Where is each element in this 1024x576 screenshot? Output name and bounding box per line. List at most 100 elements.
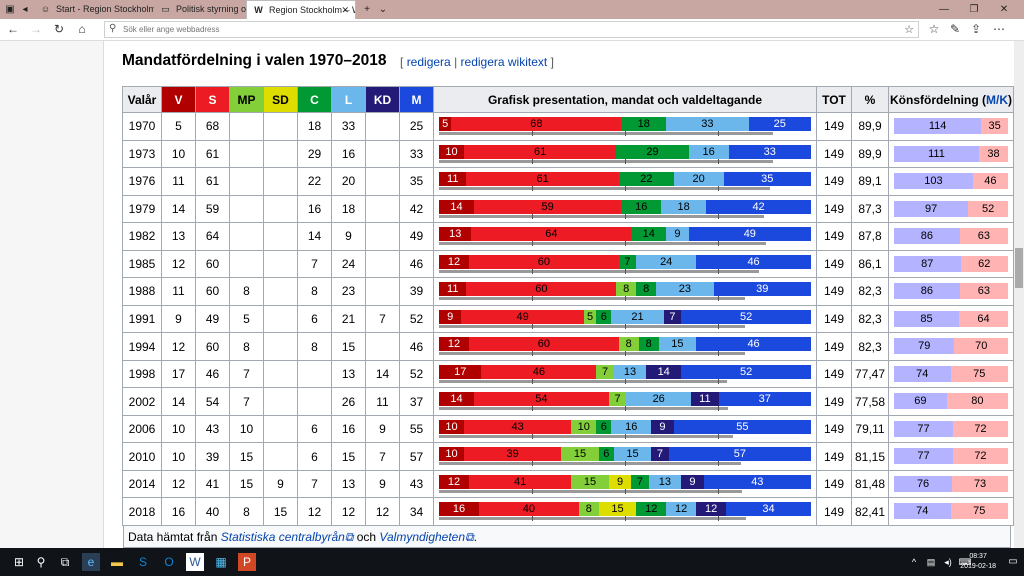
windows-start-icon[interactable]: ⊞ xyxy=(13,555,25,569)
tab-politisk-styrning[interactable]: ▭ Politisk styrning och organis xyxy=(154,0,246,19)
app-icon[interactable]: ▦ xyxy=(215,555,227,569)
share-icon[interactable]: ⇪ xyxy=(970,22,982,36)
valmyndigheten-link[interactable]: Valmyndigheten⧉ xyxy=(379,530,473,544)
seat-bar-segment-l: 15 xyxy=(613,447,652,462)
seats-l-cell: 16 xyxy=(331,139,366,169)
file-explorer-icon[interactable]: ▬ xyxy=(111,555,123,569)
chevron-up-icon[interactable]: ^ xyxy=(911,557,917,567)
valmyndigheten-link-label: Valmyndigheten xyxy=(379,530,466,544)
turnout-bar xyxy=(439,434,734,438)
gender-bar-men: 79 xyxy=(894,338,955,355)
powerpoint-icon[interactable]: P xyxy=(238,553,256,571)
seat-bar-cell: 10 39 15 6 15 7 57 xyxy=(433,442,817,471)
seats-l-cell: 9 xyxy=(331,222,366,251)
home-icon[interactable]: ⌂ xyxy=(78,22,86,36)
volume-icon[interactable]: ◂) xyxy=(944,557,952,567)
seats-v-cell: 5 xyxy=(161,112,196,141)
seat-bar-segment-v: 10 xyxy=(439,144,464,159)
table-row: 2002 14 54 7 26 11 37 14 54 7 26 11 37 149 77,58 69 80 xyxy=(122,387,1014,416)
tab-back-icon[interactable]: ◂ xyxy=(22,4,28,15)
scrollbar-thumb[interactable] xyxy=(1015,248,1023,288)
address-input[interactable] xyxy=(123,23,883,36)
seats-kd-cell xyxy=(365,194,400,224)
turnout-tick xyxy=(532,461,533,467)
year-cell: 1982 xyxy=(122,222,162,251)
seats-s-cell: 40 xyxy=(195,497,230,526)
seats-v-cell: 10 xyxy=(161,414,196,444)
clock[interactable]: 08:37 2019-02-18 xyxy=(960,552,996,572)
seat-bar-segment-kd: 7 xyxy=(663,309,682,324)
seat-bar-segment-m: 35 xyxy=(723,172,811,187)
gender-header-link[interactable]: M/K xyxy=(986,92,1008,107)
language-icon[interactable]: ⌨ xyxy=(958,557,972,567)
seats-sd-cell: 9 xyxy=(263,469,298,499)
seat-bar-segment-l: 13 xyxy=(648,474,682,489)
edit-wikitext-link[interactable]: redigera wikitext xyxy=(460,55,548,69)
turnout-tick xyxy=(718,488,719,494)
turnout-tick xyxy=(625,213,626,219)
gender-cell: 111 38 xyxy=(888,139,1014,169)
tab-manager-icon[interactable]: ▣ xyxy=(5,4,15,15)
turnout-bar xyxy=(439,159,774,163)
gender-cell: 74 75 xyxy=(888,359,1014,389)
turnout-tick xyxy=(532,516,533,522)
edge-icon[interactable]: e xyxy=(82,553,100,571)
notifications-icon[interactable]: ▭ xyxy=(1008,556,1018,567)
forward-arrow-icon[interactable]: → xyxy=(30,22,42,36)
seat-bar-segment-v: 11 xyxy=(439,282,467,297)
word-icon[interactable]: W xyxy=(186,553,204,571)
gender-bar-men: 76 xyxy=(894,475,953,492)
seats-sd-cell xyxy=(263,249,298,279)
turnout-bar xyxy=(439,297,746,301)
footer-and: och xyxy=(356,530,377,544)
edit-link[interactable]: redigera xyxy=(406,55,451,69)
outlook-icon[interactable]: O xyxy=(164,555,174,569)
seats-v-cell: 12 xyxy=(161,249,196,279)
table-row: 1985 12 60 7 24 46 12 60 7 24 46 149 86,1 87 62 xyxy=(122,249,1014,279)
restore-icon[interactable]: ❐ xyxy=(969,4,979,15)
header-party-m: M xyxy=(399,86,434,113)
seat-bar-segment-s: 43 xyxy=(463,419,572,434)
new-tab-icon[interactable]: + xyxy=(364,4,370,15)
address-field[interactable]: ⚲ ☆ xyxy=(104,21,919,38)
turnout-tick xyxy=(532,351,533,357)
tab-region-stockholm-wikipedia[interactable]: W Region Stockholm – Wi ✕ xyxy=(246,0,356,19)
close-window-icon[interactable]: ✕ xyxy=(999,4,1009,15)
table-row: 1982 13 64 14 9 49 13 64 14 9 49 149 87,8 86 63 xyxy=(122,222,1014,251)
seats-m-cell: 46 xyxy=(399,249,434,279)
seat-bar-segment-l: 18 xyxy=(661,199,707,214)
skype-icon[interactable]: S xyxy=(138,555,147,569)
seats-l-cell: 20 xyxy=(331,167,366,196)
scrollbar[interactable] xyxy=(1014,41,1024,548)
seat-bar-segment-m: 25 xyxy=(748,117,811,131)
chevron-down-icon[interactable]: ⌄ xyxy=(378,4,388,15)
gender-cell: 86 63 xyxy=(888,222,1014,251)
seats-sd-cell xyxy=(263,277,298,306)
page-title: Mandatfördelning i valen 1970–2018 xyxy=(122,52,387,69)
seats-m-cell: 35 xyxy=(399,167,434,196)
favorites-icon[interactable]: ☆ xyxy=(928,22,940,36)
seat-bar-segment-c: 7 xyxy=(618,254,637,269)
turnout-bar xyxy=(439,407,728,411)
back-arrow-icon[interactable]: ← xyxy=(7,22,19,36)
seats-m-cell: 34 xyxy=(399,497,434,526)
refresh-icon[interactable]: ↻ xyxy=(53,22,65,36)
more-icon[interactable]: ⋯ xyxy=(993,22,1005,36)
network-icon[interactable]: ▤ xyxy=(926,557,936,567)
search-icon[interactable]: ⚲ xyxy=(36,555,46,569)
scb-link[interactable]: Statistiska centralbyrån⧉ xyxy=(221,530,354,544)
task-view-icon[interactable]: ⧉ xyxy=(60,555,70,569)
gender-bar-women: 75 xyxy=(950,365,1008,382)
seat-distribution-table: Valår V S MP SD C L KD M Grafisk present… xyxy=(122,86,1014,526)
minimize-icon[interactable]: — xyxy=(939,4,949,15)
header-party-kd: KD xyxy=(365,86,400,113)
tab-start-region-stockholm[interactable]: ☺ Start - Region Stockholm xyxy=(34,0,154,19)
seat-bar-cell: 11 60 8 8 23 39 xyxy=(433,277,817,306)
gender-bar-men: 77 xyxy=(894,448,953,465)
turnout-tick xyxy=(718,433,719,439)
seat-bar-segment-s: 41 xyxy=(468,474,572,489)
seat-bar-segment-v: 12 xyxy=(439,254,469,269)
close-tab-icon[interactable]: ✕ xyxy=(341,5,349,15)
pen-icon[interactable]: ✎ xyxy=(949,22,961,36)
star-icon[interactable]: ☆ xyxy=(904,24,914,36)
